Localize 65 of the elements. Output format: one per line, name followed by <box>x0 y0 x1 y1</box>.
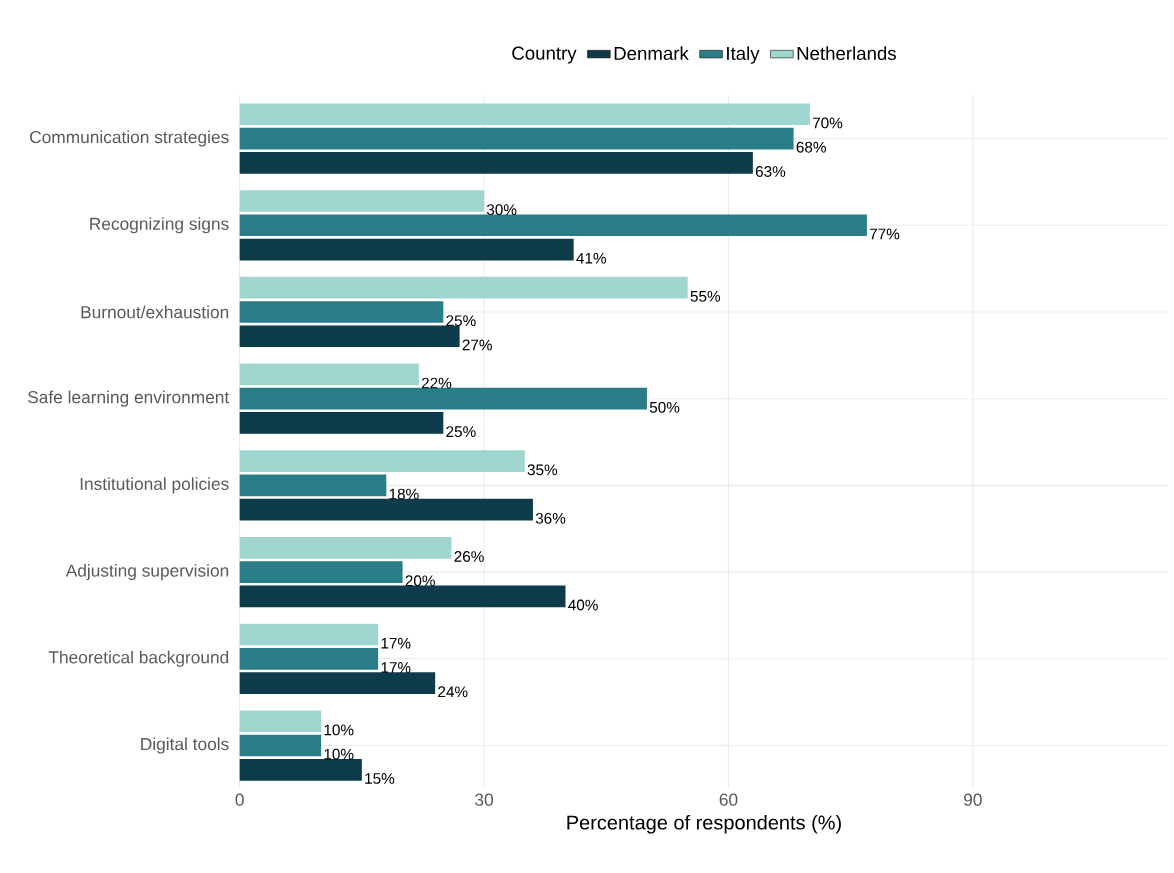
data-label: 18% <box>389 488 419 500</box>
y-tick-label: Digital tools <box>141 737 229 754</box>
data-label: 40% <box>568 599 598 611</box>
data-label: 68% <box>796 141 826 153</box>
bar <box>239 363 419 386</box>
data-label: 17% <box>381 662 411 673</box>
bar <box>239 537 452 559</box>
x-tick-label: 60 <box>719 793 738 806</box>
y-tick-label: Safe learning environment <box>28 390 230 407</box>
bar <box>239 672 436 695</box>
bar <box>239 238 574 261</box>
bar <box>239 498 533 521</box>
data-label: 10% <box>324 724 354 736</box>
data-label: 25% <box>446 426 476 438</box>
data-label: 36% <box>535 513 566 524</box>
data-label: 25% <box>446 315 476 327</box>
legend-title: Country <box>512 46 577 64</box>
data-label: 30% <box>486 204 517 216</box>
y-tick-label: Adjusting supervision <box>65 564 229 581</box>
y-tick-label: Communication strategies <box>30 130 229 147</box>
x-axis-title: Percentage of respondents (%) <box>567 815 841 834</box>
data-label: 20% <box>405 575 435 587</box>
x-tick-label: 0 <box>235 793 244 806</box>
legend-label: Denmark <box>614 46 689 61</box>
bar <box>239 387 647 410</box>
bar <box>239 759 362 781</box>
y-tick-label: Recognizing signs <box>90 217 229 234</box>
data-label: 22% <box>421 377 452 389</box>
y-tick-label: Burnout/exhaustion <box>81 305 229 319</box>
bar <box>239 103 810 126</box>
bar <box>239 276 688 299</box>
bar <box>239 412 444 434</box>
bar <box>239 450 525 473</box>
data-label: 35% <box>527 464 558 476</box>
data-label: 63% <box>755 166 786 178</box>
x-tick-label: 30 <box>475 793 493 806</box>
legend-label: Italy <box>727 46 760 64</box>
y-tick-label: Theoretical background <box>48 650 229 667</box>
bar <box>239 127 794 150</box>
bar <box>239 325 460 348</box>
data-label: 70% <box>812 117 843 129</box>
bar <box>239 301 444 323</box>
bar <box>239 710 322 733</box>
data-label: 26% <box>454 551 484 563</box>
legend-label: Netherlands <box>797 46 896 61</box>
bar <box>239 474 387 497</box>
bar <box>239 152 753 174</box>
bar <box>239 561 403 584</box>
data-label: 15% <box>365 773 395 784</box>
bar <box>239 585 566 608</box>
bar <box>239 623 379 646</box>
data-label: 24% <box>438 686 468 698</box>
data-label: 10% <box>324 748 354 760</box>
data-label: 50% <box>649 402 680 413</box>
bar <box>239 214 867 237</box>
x-tick-label: 90 <box>964 793 982 806</box>
data-label: 77% <box>869 228 900 240</box>
bar <box>239 190 485 212</box>
data-label: 55% <box>690 291 721 302</box>
data-label: 27% <box>462 339 492 351</box>
bar <box>239 734 322 757</box>
bar <box>239 648 379 670</box>
data-label: 17% <box>381 637 411 649</box>
data-label: 41% <box>576 252 607 264</box>
y-tick-label: Institutional policies <box>80 477 229 494</box>
